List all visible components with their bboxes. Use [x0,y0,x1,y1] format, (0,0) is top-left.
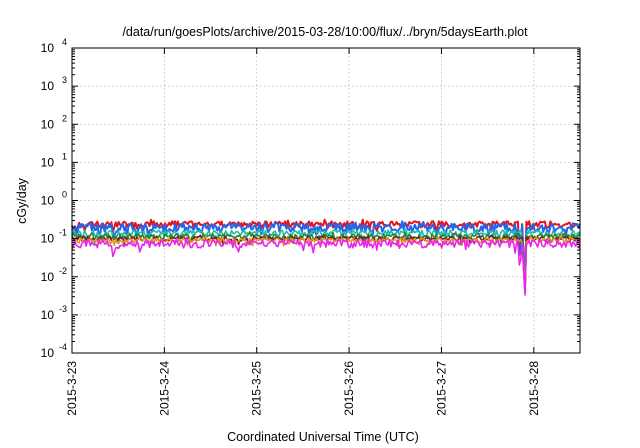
chart-title: /data/run/goesPlots/archive/2015-03-28/1… [122,25,528,39]
y-tick-exponent: -4 [59,342,67,352]
y-tick-label: 10 [41,194,55,208]
x-tick-label: 2015-3-26 [342,361,356,416]
y-tick-label: 10 [41,346,55,360]
y-tick-exponent: 1 [62,151,67,161]
y-tick-label: 10 [41,41,55,55]
x-tick-label: 2015-3-25 [250,361,264,416]
y-tick-label: 10 [41,308,55,322]
x-tick-label: 2015-3-23 [65,361,79,416]
series-line [72,238,580,295]
y-tick-exponent: -3 [59,304,67,314]
y-axis: 10 -4 10 -3 10 -2 10 -1 10 0 10 1 10 2 10 3 10 4 [41,37,580,360]
y-tick-exponent: -2 [59,266,67,276]
y-tick-exponent: -1 [59,228,67,238]
x-tick-label: 2015-3-28 [527,361,541,416]
x-tick-label: 2015-3-24 [157,361,171,416]
y-axis-label: cGy/day [15,177,29,224]
y-tick-label: 10 [41,270,55,284]
y-tick-label: 10 [41,155,55,169]
y-tick-label: 10 [41,232,55,246]
y-tick-exponent: 3 [62,75,67,85]
y-tick-exponent: 0 [62,190,67,200]
y-tick-label: 10 [41,79,55,93]
y-tick-exponent: 2 [62,113,67,123]
grid [72,48,580,353]
series-layer [72,220,580,295]
x-axis-label: Coordinated Universal Time (UTC) [227,430,419,444]
y-tick-exponent: 4 [62,37,67,47]
x-tick-label: 2015-3-27 [434,361,448,416]
y-tick-label: 10 [41,117,55,131]
